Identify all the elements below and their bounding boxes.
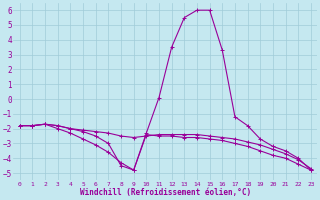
X-axis label: Windchill (Refroidissement éolien,°C): Windchill (Refroidissement éolien,°C): [80, 188, 251, 197]
